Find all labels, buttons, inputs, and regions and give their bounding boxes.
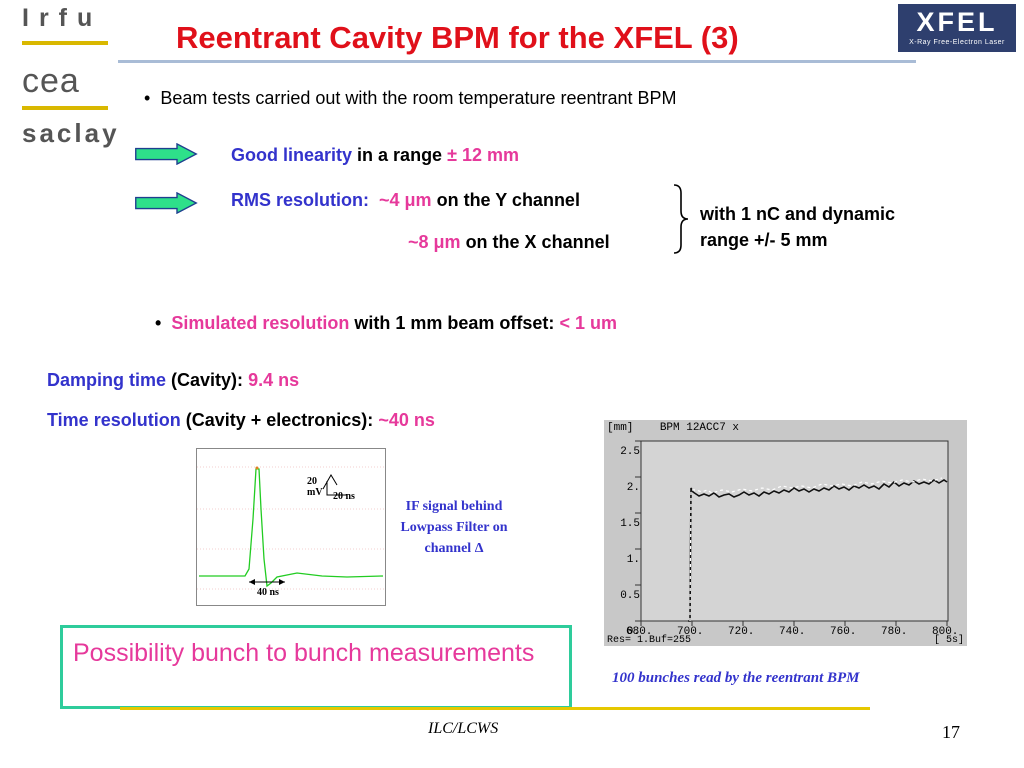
bullet-icon: • (144, 88, 151, 108)
right-arrow-icon (135, 192, 198, 214)
damping-line: Damping time (Cavity): 9.4 ns (47, 370, 299, 391)
bpm-plot-svg (635, 440, 949, 626)
rms-x-value: ~8 μm (408, 232, 461, 252)
rms-label: RMS resolution: (231, 190, 369, 210)
y-tick-label: 1.5 (620, 518, 640, 530)
rms-note-line1: with 1 nC and dynamic (700, 204, 896, 224)
possibility-text: Possibility bunch to bunch measurements (73, 639, 535, 667)
bullet-beam-tests-text: Beam tests carried out with the room tem… (160, 88, 677, 108)
footer-divider (120, 707, 870, 710)
irfu-logo-underline (22, 41, 108, 45)
oscilloscope-trace-image: 20 mV 20 ns 40 ns (196, 448, 386, 606)
possibility-callout: Possibility bunch to bunch measurements (60, 625, 572, 709)
x-tick-label: 760. (830, 626, 857, 638)
rms-x-text: on the X channel (465, 232, 610, 252)
simulated-value: < 1 um (559, 313, 617, 333)
linearity-label: Good linearity (231, 145, 353, 165)
damping-text: (Cavity): (171, 370, 244, 390)
y-tick-label: 2.5 (620, 446, 640, 458)
if-signal-caption: IF signal behind Lowpass Filter on chann… (387, 496, 521, 559)
linearity-line: Good linearity in a range ± 12 mm (231, 145, 519, 166)
rms-note: with 1 nC and dynamic range +/- 5 mm (700, 201, 895, 253)
bpm-plot-footer-left: Res= 1.Buf=255 (607, 635, 692, 646)
time-resolution-text: (Cavity + electronics): (185, 410, 374, 430)
bpm-plot-unit: [mm] (607, 422, 634, 434)
right-arrow-icon (135, 143, 198, 165)
rms-y-value: ~4 μm (379, 190, 432, 210)
x-tick-label: 680. (626, 626, 653, 638)
bpm-y-ticks: 2.5 2. 1.5 1. 0.5 0. (612, 434, 640, 650)
x-tick-label: 720. (728, 626, 755, 638)
rms-note-line2: range +/- 5 mm (700, 230, 828, 250)
if-caption-line2: Lowpass Filter on (400, 520, 508, 535)
rms-y-line: RMS resolution: ~4 μm on the Y channel (231, 190, 580, 211)
y-tick-label: 0. (626, 626, 640, 638)
simulated-colon: : (548, 313, 555, 333)
damping-value: 9.4 ns (248, 370, 300, 390)
oscilloscope-plot (197, 466, 385, 590)
rms-y-text: on the Y channel (436, 190, 580, 210)
bpm-plot-footer: Res= 1.Buf=255 [ 5s] (607, 636, 964, 646)
linearity-value: ± 12 mm (447, 145, 520, 165)
time-resolution-label: Time resolution (47, 410, 181, 430)
linearity-text: in a range (357, 145, 443, 165)
osc-scale-voltage-value: 20 (307, 476, 317, 487)
cea-logo: cea (22, 62, 80, 100)
if-caption-line3: channel Δ (424, 541, 484, 556)
osc-pulse-width-label: 40 ns (257, 587, 279, 598)
bpm-plot-title: BPM 12ACC7 x (659, 422, 740, 434)
damping-label: Damping time (47, 370, 167, 390)
bullet-simulated: • Simulated resolution with 1 mm beam of… (155, 313, 617, 334)
y-tick-label: 0.5 (620, 590, 640, 602)
simulated-label: Simulated resolution (171, 313, 350, 333)
time-resolution-value: ~40 ns (378, 410, 435, 430)
osc-scale-voltage-unit: mV (307, 487, 323, 498)
x-tick-label: 780. (881, 626, 908, 638)
bpm-readout-plot: [mm] BPM 12ACC7 x 2.5 2. 1.5 1. 0.5 0. 6… (604, 420, 967, 646)
curly-brace-icon (673, 184, 689, 254)
x-tick-label: 700. (677, 626, 704, 638)
xfel-logo-name: XFEL (916, 7, 998, 37)
cea-logo-underline (22, 106, 108, 110)
irfu-logo: Irfu (22, 4, 103, 32)
footer-conference: ILC/LCWS (428, 720, 499, 737)
simulated-text: with 1 mm beam offset (354, 313, 549, 333)
bpm-plot-header: [mm] BPM 12ACC7 x (607, 422, 739, 434)
y-tick-label: 2. (626, 482, 640, 494)
y-tick-label: 1. (626, 554, 640, 566)
bpm-plot-footer-right: [ 5s] (933, 635, 964, 646)
bullet-icon: • (155, 313, 162, 333)
osc-scale-time: 20 ns (333, 491, 355, 502)
xfel-logo-subtitle: X-Ray Free-Electron Laser (909, 39, 1005, 46)
page-number: 17 (942, 722, 960, 742)
x-tick-label: 740. (779, 626, 806, 638)
time-resolution-line: Time resolution (Cavity + electronics): … (47, 410, 435, 431)
slide-title: Reentrant Cavity BPM for the XFEL (3) (176, 20, 739, 55)
bullet-beam-tests: • Beam tests carried out with the room t… (144, 88, 677, 109)
rms-x-line: ~8 μm on the X channel (408, 232, 610, 253)
if-caption-line1: IF signal behind (405, 499, 503, 514)
xfel-logo: XFEL X-Ray Free-Electron Laser (898, 4, 1016, 52)
x-tick-label: 800. (932, 626, 959, 638)
title-divider (118, 60, 916, 63)
bpm-plot-caption: 100 bunches read by the reentrant BPM (612, 670, 860, 686)
osc-scale-voltage: 20 mV (307, 476, 323, 498)
saclay-logo: saclay (22, 118, 120, 148)
